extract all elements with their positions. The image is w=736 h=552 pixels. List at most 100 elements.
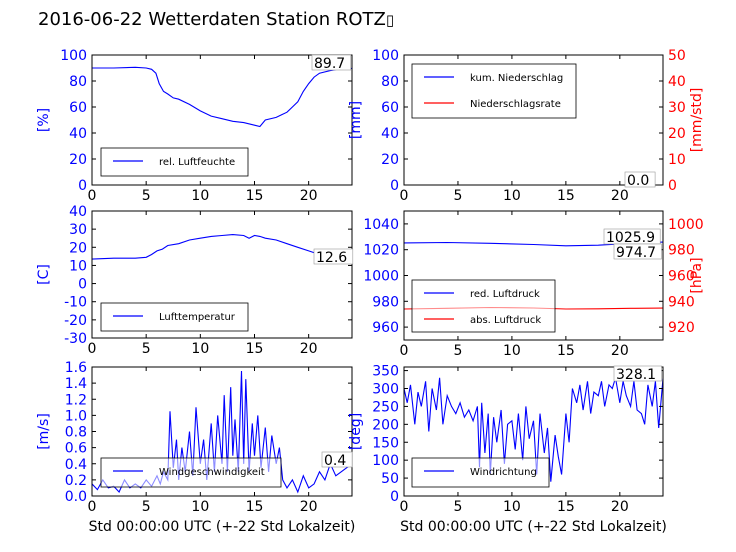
y-tick-label-winddir: 0 — [390, 489, 399, 505]
x-tick-label-humidity: 20 — [300, 188, 318, 204]
plot-frame-winddir — [403, 366, 664, 497]
x-tick-label-wind: 10 — [191, 499, 209, 515]
x-tick-label-winddir: 15 — [557, 499, 575, 515]
y-tick-label-winddir: 350 — [372, 364, 399, 380]
y-tick-label-pressure: 1000 — [363, 269, 399, 285]
value-annotation-box-pressure — [613, 243, 662, 260]
y-tick-label-temperature: -10 — [64, 295, 87, 311]
x-tick-label-temperature: 5 — [142, 341, 151, 357]
legend-box-humidity — [100, 147, 249, 177]
y-tick-label-pressure: 960 — [372, 320, 399, 336]
legend-box-pressure — [411, 279, 556, 333]
series-line-humidity — [92, 66, 352, 128]
x-tick-label-winddir: 5 — [453, 499, 462, 515]
x-tick-label-wind: 15 — [246, 499, 264, 515]
y-axis-label-wind: [m/s] — [36, 413, 52, 450]
plot-frame-precip — [403, 54, 664, 186]
legend-label-humidity: rel. Luftfeuchte — [159, 157, 235, 168]
y-right-tick-label-pressure: 940 — [668, 294, 695, 310]
y-tick-label-humidity: 60 — [69, 100, 87, 116]
y-tick-label-wind: 0.4 — [65, 457, 87, 473]
x-tick-label-temperature: 0 — [88, 341, 97, 357]
page-title-text: 2016-06-22 Wetterdaten Station ROTZ — [38, 9, 386, 30]
x-tick-label-wind: 0 — [88, 499, 97, 515]
value-annotation-winddir: 328.1 — [616, 367, 656, 383]
value-annotation-box-humidity — [311, 54, 352, 71]
value-annotation-pressure: 1025.9 — [606, 230, 655, 246]
y-tick-label-pressure: 980 — [372, 294, 399, 310]
x-tick-label-humidity: 5 — [142, 188, 151, 204]
x-tick-label-precip: 0 — [400, 188, 409, 204]
y-tick-label-pressure: 1020 — [363, 243, 399, 259]
y-right-tick-label-pressure: 1000 — [668, 217, 704, 233]
y-tick-label-precip: 100 — [372, 48, 399, 64]
y-tick-label-temperature: -30 — [64, 331, 87, 347]
legend-label-temperature: Lufttemperatur — [159, 312, 236, 323]
x-tick-label-precip: 5 — [453, 188, 462, 204]
y-axis-label-temperature: [C] — [36, 264, 52, 285]
x-tick-label-pressure: 15 — [557, 343, 575, 359]
y-tick-label-winddir: 50 — [381, 471, 399, 487]
x-tick-label-humidity: 0 — [88, 188, 97, 204]
x-tick-label-precip: 20 — [611, 188, 629, 204]
plot-frame-humidity — [91, 54, 353, 186]
x-tick-label-humidity: 10 — [191, 188, 209, 204]
x-tick-label-pressure: 20 — [611, 343, 629, 359]
y-tick-label-winddir: 150 — [372, 435, 399, 451]
y-tick-label-precip: 20 — [381, 152, 399, 168]
value-annotation-humidity: 89.7 — [314, 56, 345, 72]
x-axis-label-wind: Std 00:00:00 UTC (+-22 Std Lokalzeit) — [89, 519, 356, 535]
x-tick-label-wind: 20 — [300, 499, 318, 515]
y-tick-label-humidity: 80 — [69, 74, 87, 90]
legend-label-pressure: abs. Luftdruck — [470, 315, 541, 326]
y-right-tick-label-precip: 40 — [668, 74, 686, 90]
panel-pressure: 0 5 10 15 20 960 980 1000 1020 1040 920 940 960 980 10… — [363, 210, 705, 359]
y-right-tick-label-pressure: 980 — [668, 243, 695, 259]
legend-box-wind — [100, 457, 282, 488]
legend-label-pressure: red. Luftdruck — [470, 289, 540, 300]
y-axis-label-humidity: [%] — [36, 108, 52, 132]
x-axis-label-winddir: Std 00:00:00 UTC (+-22 Std Lokalzeit) — [400, 519, 667, 535]
y-tick-label-wind: 0.8 — [65, 425, 87, 441]
y-tick-label-temperature: 0 — [78, 277, 87, 293]
x-tick-label-temperature: 15 — [246, 341, 264, 357]
y-tick-label-temperature: 20 — [69, 240, 87, 256]
legend-label-winddir: Windrichtung — [470, 467, 537, 478]
y-tick-label-winddir: 100 — [372, 453, 399, 469]
value-annotation-box-temperature — [313, 248, 354, 265]
value-annotation-wind: 0.4 — [324, 453, 346, 469]
value-annotation-box-precip — [624, 171, 656, 188]
y-tick-label-winddir: 200 — [372, 417, 399, 433]
y-tick-label-wind: 0.2 — [65, 473, 87, 489]
series-line-temperature — [92, 234, 352, 262]
y-right-tick-label-precip: 10 — [668, 152, 686, 168]
y-tick-label-winddir: 300 — [372, 382, 399, 398]
y-tick-label-wind: 0.6 — [65, 441, 87, 457]
y-right-tick-label-precip: 20 — [668, 126, 686, 142]
y-right-tick-label-precip: 50 — [668, 48, 686, 64]
y-tick-label-temperature: 30 — [69, 222, 87, 238]
plot-frame-temperature — [91, 210, 353, 339]
y-tick-label-wind: 0.0 — [65, 489, 87, 505]
y-tick-label-wind: 1.2 — [65, 392, 87, 408]
value-annotation-temperature: 12.6 — [316, 250, 347, 266]
y-tick-label-wind: 1.6 — [65, 360, 87, 376]
x-tick-label-winddir: 20 — [611, 499, 629, 515]
y-tick-label-pressure: 1040 — [363, 217, 399, 233]
y-tick-label-humidity: 20 — [69, 152, 87, 168]
panel-humidity: 0 5 10 15 20 0 20 40 60 80 100 [%] rel. Luftfeuchte 8… — [36, 48, 353, 204]
legend-label-precip: kum. Niederschlag — [470, 73, 563, 84]
x-tick-label-pressure: 10 — [503, 343, 521, 359]
x-tick-label-humidity: 15 — [246, 188, 264, 204]
panel-wind: 0 5 10 15 200.00.20.40.60.81.01.21.41.6[m/s]… — [36, 360, 355, 535]
legend-box-temperature — [100, 302, 249, 332]
y-right-tick-label-pressure: 920 — [668, 320, 695, 336]
y-tick-label-humidity: 0 — [78, 178, 87, 194]
legend-box-precip — [411, 63, 577, 119]
y-tick-label-precip: 80 — [381, 74, 399, 90]
y-tick-label-humidity: 40 — [69, 126, 87, 142]
y-tick-label-temperature: -20 — [64, 313, 87, 329]
y-tick-label-precip: 60 — [381, 100, 399, 116]
x-tick-label-precip: 15 — [557, 188, 575, 204]
